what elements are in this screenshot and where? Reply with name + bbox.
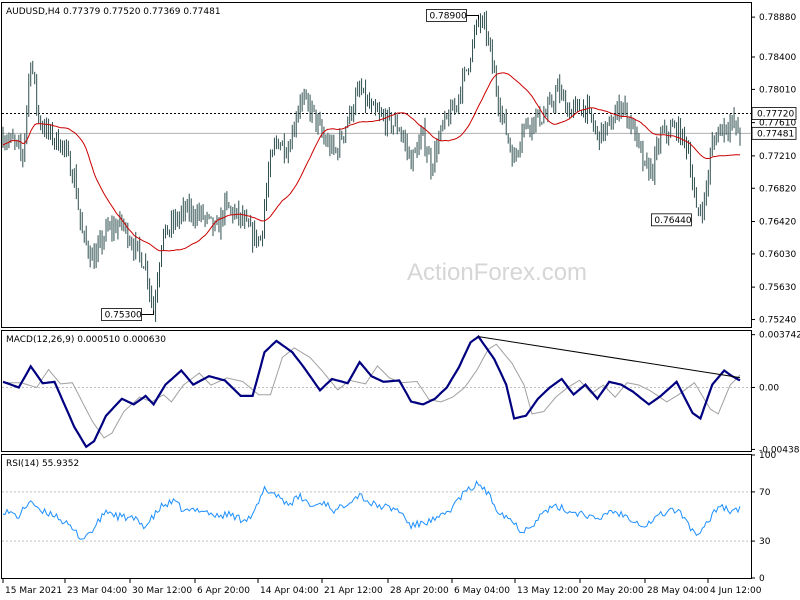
price-panel	[1, 2, 752, 328]
macd-trendline	[478, 336, 741, 379]
x-tick-label: 23 Mar 04:00	[67, 586, 127, 596]
x-tick-label: 6 Apr 20:00	[197, 586, 250, 596]
y-tick-label: 0.78880	[759, 13, 796, 23]
callout-leader	[466, 14, 479, 20]
y-tick-label: 0.77610	[759, 119, 796, 129]
macd-title: MACD(12,26,9) 0.000510 0.000630	[6, 335, 166, 345]
callout-box	[651, 213, 692, 227]
y-tick-label: 30	[759, 537, 771, 547]
callout-label: 0.76440	[654, 216, 691, 226]
x-tick-label: 28 Apr 20:00	[390, 586, 449, 596]
y-tick-label: 0.77210	[759, 152, 796, 162]
watermark: ActionForex.com	[407, 259, 587, 286]
y-tick-label: 0.78400	[759, 53, 796, 63]
y-tick-label: 100	[759, 451, 776, 461]
macd-plot	[2, 335, 751, 449]
x-tick-label: 4 Jun 12:00	[710, 586, 762, 596]
y-tick-label: 0.003742	[759, 331, 800, 341]
x-tick-label: 21 Apr 12:00	[324, 586, 383, 596]
x-tick-label: 20 May 20:00	[582, 586, 644, 596]
rsi-panel	[1, 454, 752, 579]
callout-label: 0.78900	[429, 11, 466, 21]
price-title: AUDUSD,H4 0.77379 0.77520 0.77369 0.7748…	[6, 7, 221, 17]
callout-box	[426, 9, 467, 22]
macd-y-axis: 0.003742 0.00 -0.004389	[751, 331, 800, 455]
y-tick-label: 0.75240	[759, 316, 796, 326]
macd-panel	[1, 330, 752, 452]
y-tick-label: 0.76030	[759, 250, 796, 260]
x-tick-label: 6 May 04:00	[454, 586, 510, 596]
axis-label-box	[751, 126, 797, 140]
y-tick-label: 0.76420	[759, 217, 796, 227]
y-tick-label: -0.004389	[759, 445, 800, 455]
axis-label: 0.77481	[757, 129, 794, 139]
x-tick-label: 14 Apr 04:00	[260, 586, 319, 596]
moving-average-line	[2, 72, 741, 252]
rsi-plot	[2, 480, 751, 542]
price-y-axis: 0.78880 0.78400 0.78010 0.77610 0.77210 0.768…	[751, 13, 797, 326]
y-tick-label: 0	[759, 574, 765, 584]
time-x-axis: 15 Mar 2021 23 Mar 04:00 30 Mar 12:00 6 Apr…	[2, 579, 762, 596]
macd-line	[2, 335, 741, 449]
y-tick-label: 70	[759, 488, 771, 498]
axis-label: 0.77720	[757, 109, 794, 119]
x-tick-label: 15 Mar 2021	[5, 586, 62, 596]
y-tick-label: 0.75630	[759, 283, 796, 293]
y-tick-label: 0.76820	[759, 184, 796, 194]
y-tick-label: 0.00	[759, 383, 779, 393]
callout-box	[101, 308, 142, 321]
x-tick-label: 28 May 04:00	[647, 586, 709, 596]
axis-label-box	[751, 107, 797, 120]
x-tick-label: 13 May 12:00	[517, 586, 579, 596]
price-plot: 0.78900 0.76440 0.75300	[2, 9, 751, 322]
callout-leader	[141, 310, 155, 316]
rsi-y-axis: 100 70 30 0	[751, 451, 776, 584]
rsi-line	[2, 480, 741, 540]
y-tick-label: 0.78010	[759, 85, 796, 95]
rsi-title: RSI(14) 55.9352	[6, 459, 79, 469]
x-tick-label: 30 Mar 12:00	[132, 586, 192, 596]
callout-label: 0.75300	[105, 311, 142, 321]
